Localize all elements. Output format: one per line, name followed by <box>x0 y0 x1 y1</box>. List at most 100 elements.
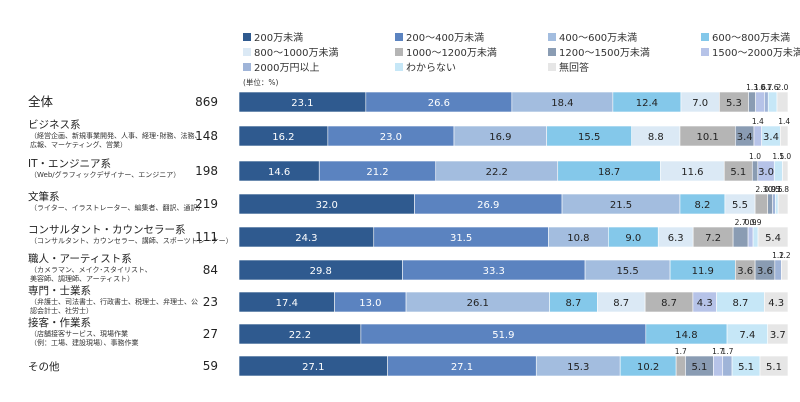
data-label: 8.7 <box>733 298 749 309</box>
bar-segment-10 <box>780 125 789 147</box>
row-1: ビジネス系（経営企画、新規事業開発、人事、経理･財務、法務、広報、マーケティング… <box>28 117 790 149</box>
data-label: 2.3 <box>755 185 767 194</box>
bar-segment-10 <box>764 291 789 313</box>
bar-segment-9 <box>752 226 759 248</box>
data-label: 5.3 <box>726 98 742 109</box>
data-label: 1.0 <box>749 152 761 161</box>
data-label: 11.6 <box>681 167 703 178</box>
data-label: 2.0 <box>777 83 789 92</box>
data-label: 1.3 <box>746 83 758 92</box>
legend-swatch-7 <box>701 48 709 56</box>
row-label: 接客・作業系 <box>28 316 91 329</box>
row-count: 59 <box>203 359 218 373</box>
row-4: コンサルタント・カウンセラー系（コンサルタント、カウンセラー、講師、スポーツトレ… <box>28 218 789 248</box>
row-count: 198 <box>195 164 218 178</box>
data-label: 26.1 <box>467 298 489 309</box>
data-label: 1.4 <box>778 117 790 126</box>
data-label: 3.6 <box>757 266 773 277</box>
data-label: 15.5 <box>578 132 600 143</box>
data-label: 5.1 <box>766 362 782 373</box>
legend-label-6: 1200〜1500万未満 <box>559 47 650 59</box>
data-label: 24.3 <box>295 233 317 244</box>
legend-label-10: 無回答 <box>559 61 589 74</box>
data-label: 5.1 <box>730 167 746 178</box>
data-label: 0.9 <box>764 185 776 194</box>
data-label: 16.2 <box>272 132 294 143</box>
data-label: 3.7 <box>770 330 786 341</box>
data-label: 13.0 <box>359 298 381 309</box>
row-sublabel: （コンサルタント、カウンセラー、講師、スポーツトレーナー） <box>30 236 233 245</box>
data-label: 26.9 <box>477 200 499 211</box>
data-label: 7.4 <box>739 330 755 341</box>
row-label: 全体 <box>28 94 54 109</box>
data-label: 16.9 <box>489 132 511 143</box>
data-label: 4.3 <box>697 298 713 309</box>
data-label: 10.8 <box>567 233 589 244</box>
data-label: 5.5 <box>732 200 748 211</box>
data-label: 1.0 <box>779 152 791 161</box>
data-label: 1.7 <box>712 347 724 356</box>
data-label: 3.4 <box>763 132 779 143</box>
row-count: 219 <box>195 197 218 211</box>
legend-swatch-6 <box>548 48 556 56</box>
data-label: 1.7 <box>675 347 687 356</box>
data-label: 31.5 <box>450 233 472 244</box>
data-label: 8.7 <box>565 298 581 309</box>
legend-label-2: 400〜600万未満 <box>559 32 637 44</box>
bar-segment-10 <box>781 259 789 281</box>
bar-segment-6 <box>751 160 759 182</box>
data-label: 12.4 <box>636 98 658 109</box>
row-0: 全体 869 23.1 26.6 18.4 12.4 7.0 5.31.31.60.71.62… <box>28 83 789 113</box>
data-label: 10.1 <box>697 132 719 143</box>
legend-swatch-2 <box>548 33 556 41</box>
row-sublabel: （弁護士、司法書士、行政書士、税理士、弁理士、公 <box>30 297 198 306</box>
data-label: 29.8 <box>310 266 332 277</box>
legend-swatch-4 <box>243 48 251 56</box>
chart-rows: 全体 869 23.1 26.6 18.4 12.4 7.0 5.31.31.60.71.62… <box>28 83 791 377</box>
legend-swatch-5 <box>395 48 403 56</box>
row-count: 148 <box>195 129 218 143</box>
data-label: 23.0 <box>380 132 402 143</box>
data-label: 3.4 <box>737 132 753 143</box>
bar-segment-8 <box>722 355 733 377</box>
data-label: 23.1 <box>291 98 313 109</box>
bar-segment-8 <box>772 193 776 215</box>
row-sublabel: （店舗接客サービス、現場作業 <box>30 329 128 338</box>
bar-segment-10 <box>776 91 789 113</box>
unit-note: (単位：%) <box>243 77 279 87</box>
row-label: 文筆系 <box>28 190 60 203</box>
data-label: 1.4 <box>752 117 764 126</box>
row-count: 23 <box>203 295 218 309</box>
bar-segment-8 <box>774 259 782 281</box>
data-label: 1.7 <box>721 347 733 356</box>
legend-label-5: 1000〜1200万未満 <box>406 47 497 59</box>
data-label: 1.5 <box>772 152 784 161</box>
data-label: 18.7 <box>598 167 620 178</box>
legend-swatch-9 <box>395 63 403 71</box>
legend-swatch-8 <box>243 63 251 71</box>
data-label: 22.2 <box>289 330 311 341</box>
bar-segment-9 <box>775 193 779 215</box>
data-label: 26.6 <box>428 98 450 109</box>
legend-label-4: 800〜1000万未満 <box>254 47 339 59</box>
legend-label-9: わからない <box>406 62 456 74</box>
data-label: 1.6 <box>767 83 779 92</box>
legend-swatch-0 <box>243 33 251 41</box>
row-sublabel: 美容師、調理師、アーティスト） <box>30 274 134 283</box>
data-label: 5.4 <box>765 233 781 244</box>
data-label: 0.5 <box>768 185 780 194</box>
legend-swatch-10 <box>548 63 556 71</box>
bar-segment-8 <box>764 91 769 113</box>
row-7: 接客・作業系（店舗接客サービス、現場作業（例：工場、建設現場）、事務作業 27 22… <box>28 316 789 347</box>
data-label: 0.9 <box>750 218 762 227</box>
data-label: 10.2 <box>637 362 659 373</box>
data-label: 7.2 <box>705 233 721 244</box>
data-label: 1.8 <box>777 185 789 194</box>
row-label: コンサルタント・カウンセラー系 <box>28 224 186 236</box>
row-count: 111 <box>195 230 218 244</box>
data-label: 27.1 <box>451 362 473 373</box>
data-label: 1.2 <box>772 251 784 260</box>
bar-segment-10 <box>782 160 789 182</box>
row-sublabel: （ライター、イラストレーター、編集者、翻訳、通訳） <box>30 203 204 212</box>
data-label: 3.6 <box>737 266 753 277</box>
